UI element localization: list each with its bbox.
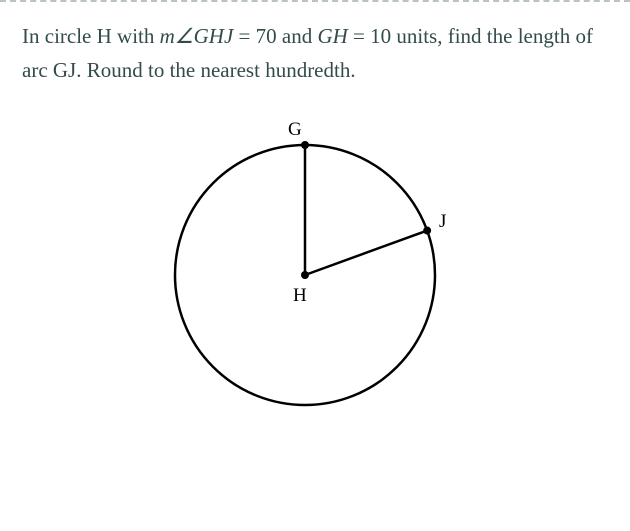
units: units,: [391, 24, 448, 48]
svg-text:H: H: [293, 285, 307, 306]
radius-val: 10: [370, 24, 391, 48]
radius-expr: GH: [317, 24, 347, 48]
svg-text:G: G: [288, 119, 302, 140]
circle-diagram: G J H: [145, 105, 485, 435]
q-prefix: In circle H with: [22, 24, 160, 48]
angle-val: 70: [256, 24, 277, 48]
q-mid: and: [277, 24, 318, 48]
question-text: In circle H with m∠GHJ = 70 and GH = 10 …: [22, 24, 593, 82]
q-line3: hundredth.: [265, 58, 355, 82]
eq1: =: [233, 24, 255, 48]
svg-text:J: J: [439, 211, 446, 232]
eq2: =: [348, 24, 370, 48]
problem-container: In circle H with m∠GHJ = 70 and GH = 10 …: [0, 0, 630, 435]
figure-area: G J H: [0, 95, 630, 435]
angle-expr: m∠GHJ: [160, 24, 234, 48]
question-block: In circle H with m∠GHJ = 70 and GH = 10 …: [0, 2, 630, 95]
